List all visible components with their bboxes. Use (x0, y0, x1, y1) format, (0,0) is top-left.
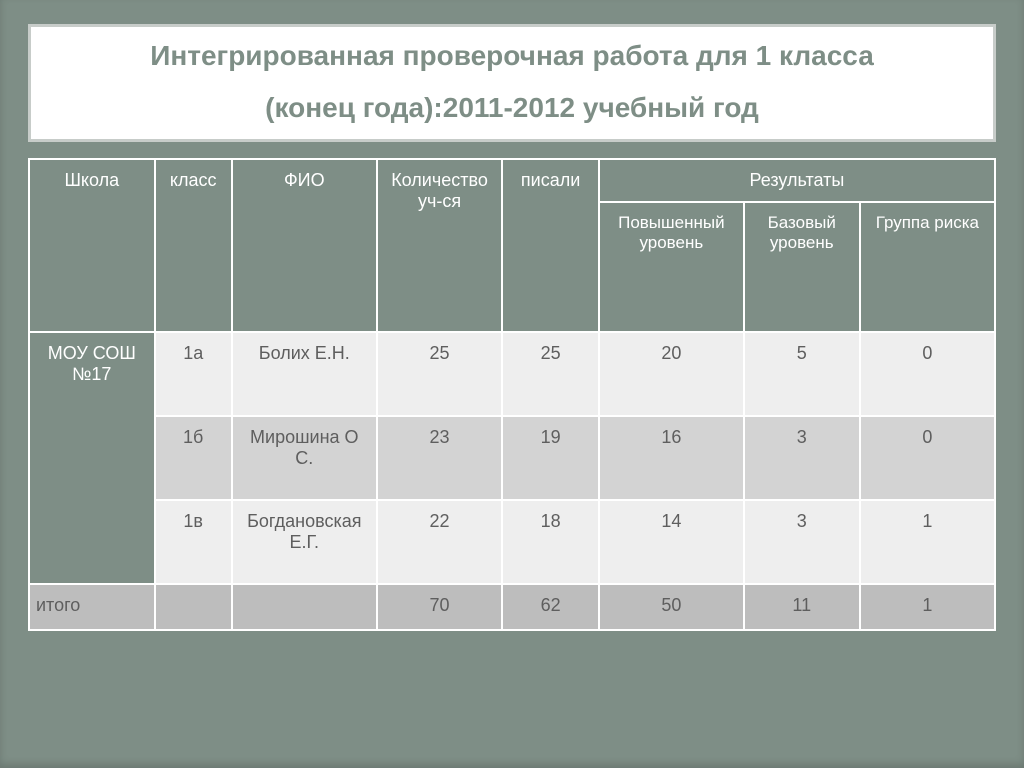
slide: Интегрированная проверочная работа для 1… (0, 0, 1024, 768)
total-row: итого 70 62 50 11 1 (29, 584, 995, 630)
cell-high: 20 (599, 332, 744, 416)
cell-risk: 0 (860, 416, 995, 500)
hdr-results: Результаты (599, 159, 995, 202)
cell-wrote: 25 (502, 332, 599, 416)
cell-risk: 1 (860, 500, 995, 584)
hdr-result-high: Повышенный уровень (599, 202, 744, 332)
cell-base: 3 (744, 416, 860, 500)
cell-count: 23 (377, 416, 503, 500)
table-row: 1б Мирошина О С. 23 19 16 3 0 (29, 416, 995, 500)
total-class (155, 584, 232, 630)
total-risk: 1 (860, 584, 995, 630)
total-count: 70 (377, 584, 503, 630)
cell-class: 1в (155, 500, 232, 584)
cell-class: 1б (155, 416, 232, 500)
total-fio (232, 584, 377, 630)
hdr-result-base: Базовый уровень (744, 202, 860, 332)
title-box: Интегрированная проверочная работа для 1… (28, 24, 996, 142)
cell-count: 22 (377, 500, 503, 584)
cell-risk: 0 (860, 332, 995, 416)
cell-high: 14 (599, 500, 744, 584)
table-row: МОУ СОШ №17 1а Болих Е.Н. 25 25 20 5 0 (29, 332, 995, 416)
cell-base: 3 (744, 500, 860, 584)
total-base: 11 (744, 584, 860, 630)
school-cell: МОУ СОШ №17 (29, 332, 155, 584)
hdr-fio: ФИО (232, 159, 377, 332)
cell-fio: Богдановская Е.Г. (232, 500, 377, 584)
hdr-count: Количество уч-ся (377, 159, 503, 332)
cell-class: 1а (155, 332, 232, 416)
cell-wrote: 19 (502, 416, 599, 500)
hdr-class: класс (155, 159, 232, 332)
cell-fio: Болих Е.Н. (232, 332, 377, 416)
total-label: итого (29, 584, 155, 630)
cell-high: 16 (599, 416, 744, 500)
title-line-1: Интегрированная проверочная работа для 1… (49, 37, 975, 75)
header-row-1: Школа класс ФИО Количество уч-ся писали … (29, 159, 995, 202)
total-high: 50 (599, 584, 744, 630)
cell-count: 25 (377, 332, 503, 416)
table-row: 1в Богдановская Е.Г. 22 18 14 3 1 (29, 500, 995, 584)
title-line-2: (конец года):2011-2012 учебный год (49, 89, 975, 127)
cell-fio: Мирошина О С. (232, 416, 377, 500)
cell-base: 5 (744, 332, 860, 416)
results-table: Школа класс ФИО Количество уч-ся писали … (28, 158, 996, 631)
hdr-school: Школа (29, 159, 155, 332)
total-wrote: 62 (502, 584, 599, 630)
hdr-result-risk: Группа риска (860, 202, 995, 332)
cell-wrote: 18 (502, 500, 599, 584)
hdr-wrote: писали (502, 159, 599, 332)
